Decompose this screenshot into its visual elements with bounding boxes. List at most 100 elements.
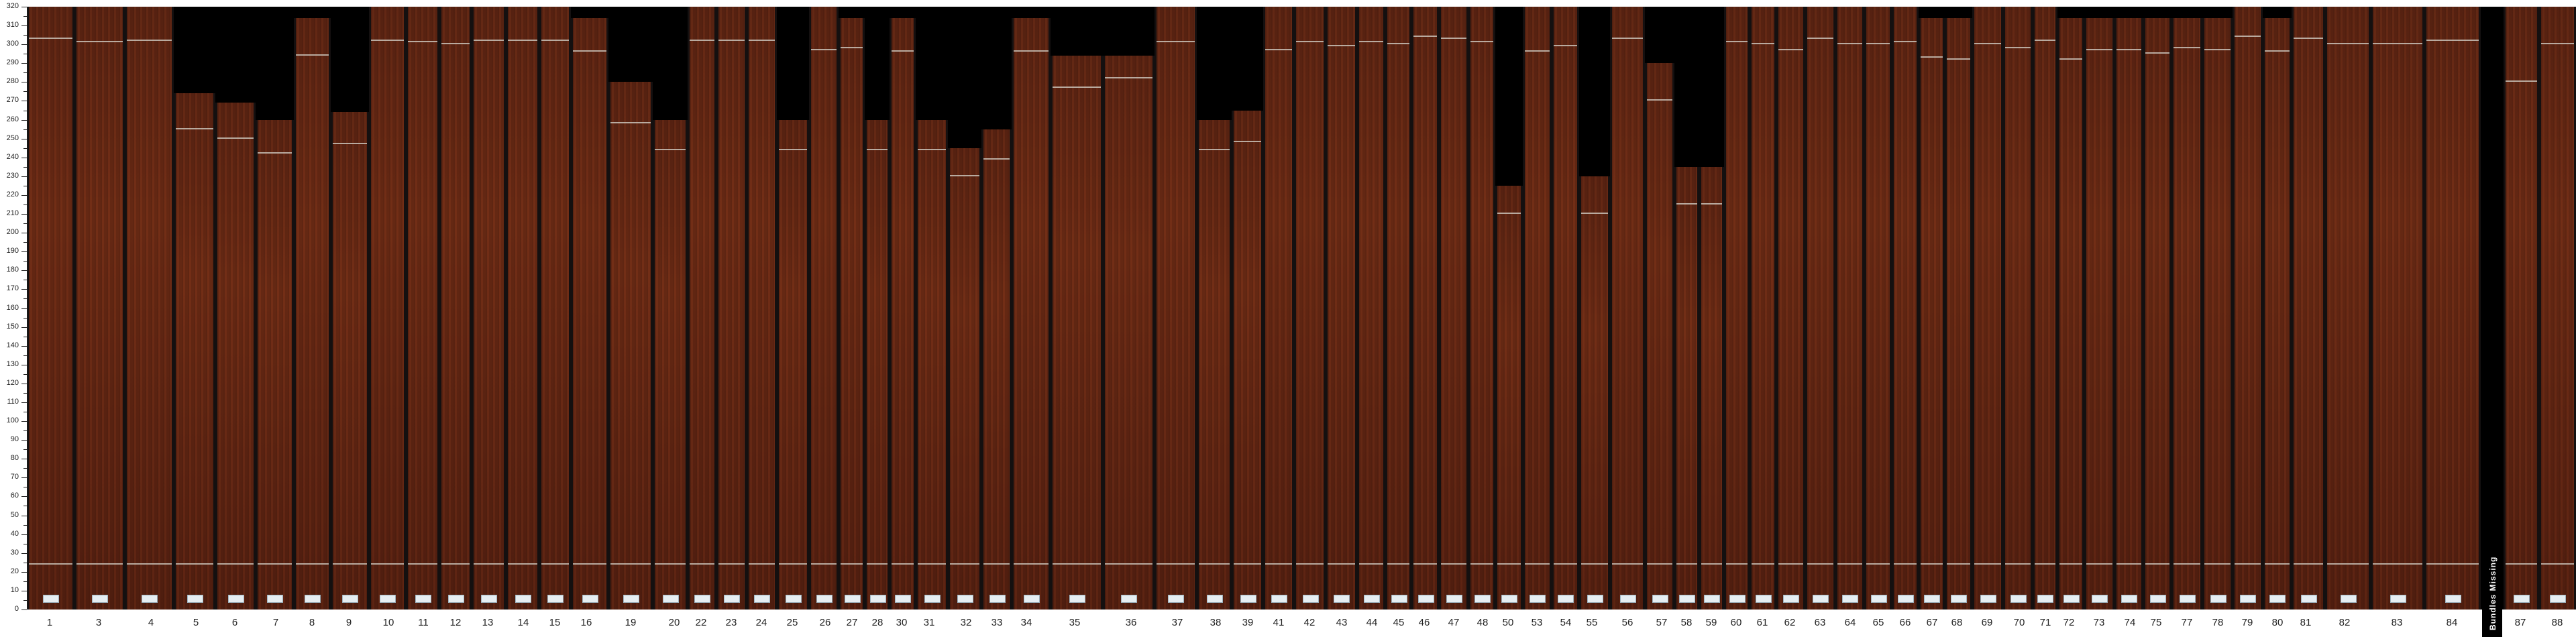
x-tick-label: 81: [2300, 617, 2312, 628]
sheet-81: [2292, 7, 2325, 610]
sheet-24: [746, 7, 777, 610]
sheet-31: [915, 119, 948, 610]
x-tick-label: 57: [1656, 617, 1668, 628]
lower-line: [572, 563, 606, 565]
upper-line: [1328, 45, 1355, 46]
sheet-55: [1578, 176, 1610, 610]
y-tick-label: 160: [6, 303, 19, 312]
upper-line: [2294, 37, 2323, 39]
x-tick-label: 34: [1020, 617, 1032, 628]
y-tick: [23, 16, 27, 17]
lower-line: [917, 563, 946, 565]
sheet-tag: [785, 595, 802, 603]
lower-line: [1358, 563, 1383, 565]
lower-line: [2005, 563, 2031, 565]
x-tick-label: 55: [1586, 617, 1598, 628]
lower-line: [779, 563, 807, 565]
sheet-79: [2233, 7, 2263, 610]
y-tick-label: 240: [6, 152, 19, 161]
x-tick-label: 3: [95, 617, 102, 628]
upper-line: [654, 148, 686, 150]
sheet-45: [1385, 7, 1411, 610]
upper-line: [474, 39, 504, 41]
sheet-tag: [1474, 595, 1491, 603]
sheet-53: [1522, 7, 1552, 610]
upper-line: [370, 39, 404, 41]
x-tick-label: 28: [871, 617, 883, 628]
upper-line: [1553, 45, 1577, 46]
sheet-36: [1103, 56, 1155, 610]
lower-line: [441, 563, 470, 565]
sheet-tag: [724, 595, 740, 603]
y-tick: [23, 581, 27, 582]
x-tick-label: 68: [1951, 617, 1963, 628]
sheet-tag: [895, 595, 912, 603]
y-tick: [23, 392, 27, 394]
sheet-7: [255, 119, 294, 610]
upper-line: [1946, 58, 1970, 60]
sheet-tag: [1813, 595, 1829, 603]
upper-line: [2204, 48, 2231, 50]
sheet-60: [1723, 7, 1750, 610]
lower-line: [718, 563, 745, 565]
x-tick-label: 65: [1872, 617, 1884, 628]
upper-line: [1265, 48, 1292, 50]
upper-line: [1014, 50, 1049, 52]
lower-line: [2294, 563, 2323, 565]
sheet-tag: [1924, 595, 1941, 603]
x-tick-label: 67: [1926, 617, 1938, 628]
sheet-74: [2114, 17, 2143, 610]
upper-line: [1646, 99, 1672, 101]
upper-line: [2116, 48, 2141, 50]
x-tick-label: 27: [846, 617, 858, 628]
sheet-25: [777, 119, 809, 610]
lower-line: [1921, 563, 1943, 565]
y-tick: [21, 25, 27, 27]
x-tick-label: 78: [2212, 617, 2224, 628]
lower-line: [1946, 563, 1970, 565]
sheet-37: [1154, 7, 1197, 610]
sheet-tag: [1240, 595, 1256, 603]
sheet-tag: [989, 595, 1006, 603]
y-tick-label: 230: [6, 171, 19, 180]
x-tick-label: 4: [148, 617, 154, 628]
y-tick: [21, 176, 27, 177]
x-tick-label: 58: [1680, 617, 1693, 628]
sheet-tag: [481, 595, 498, 603]
sheet-5: [173, 93, 215, 610]
x-tick-label: 73: [2093, 617, 2105, 628]
x-tick-label: 44: [1366, 617, 1378, 628]
x-tick-label: 30: [896, 617, 908, 628]
x-tick-label: 83: [2391, 617, 2403, 628]
sheet-9: [330, 112, 369, 610]
y-tick-label: 70: [10, 473, 19, 481]
sheet-tag: [1842, 595, 1859, 603]
upper-line: [2426, 39, 2479, 41]
sheet-tag: [415, 595, 431, 603]
sheet-tag: [1302, 595, 1319, 603]
y-tick: [23, 223, 27, 225]
x-tick-label: 15: [549, 617, 561, 628]
x-tick-label: 10: [382, 617, 394, 628]
y-axis-line: [27, 7, 28, 610]
y-tick-label: 180: [6, 266, 19, 274]
y-tick-label: 260: [6, 115, 19, 123]
lower-line: [949, 563, 979, 565]
sheet-tag: [1704, 595, 1720, 603]
x-tick-label: 35: [1069, 617, 1081, 628]
sheet-tag: [2010, 595, 2027, 603]
x-tick-label: 45: [1393, 617, 1405, 628]
lower-line: [2059, 563, 2082, 565]
y-tick: [23, 72, 27, 74]
y-tick-label: 280: [6, 77, 19, 86]
upper-line: [2373, 43, 2422, 45]
sheet-tag: [2037, 595, 2053, 603]
x-tick-label: 16: [580, 617, 592, 628]
x-tick-label: 56: [1621, 617, 1633, 628]
upper-line: [2059, 58, 2082, 60]
sheet-44: [1356, 7, 1385, 610]
y-tick: [23, 242, 27, 243]
upper-line: [1470, 41, 1493, 43]
upper-line: [1387, 43, 1409, 45]
lower-line: [1676, 563, 1697, 565]
